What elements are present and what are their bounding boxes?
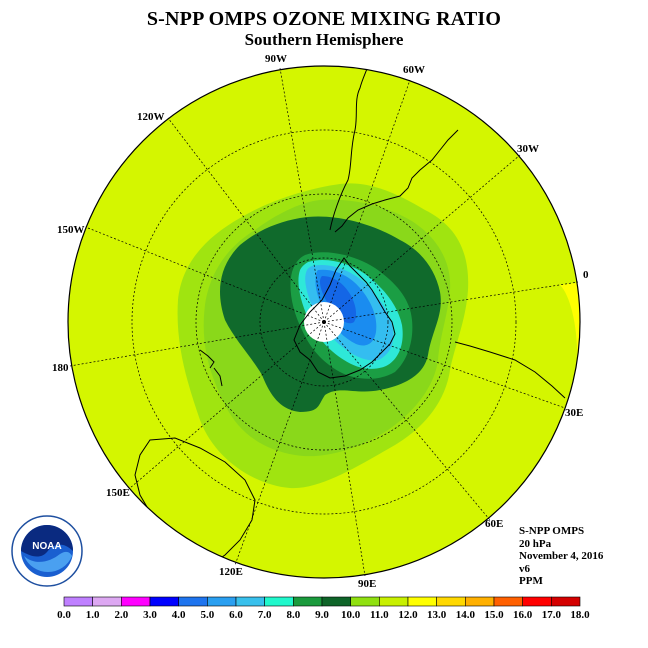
lon-label-180: 180: [52, 362, 69, 374]
info-level: 20 hPa: [519, 537, 552, 550]
info-instrument: S-NPP OMPS: [519, 525, 585, 537]
info-date: November 4, 2016: [519, 550, 604, 562]
lon-label-0: 0: [583, 269, 589, 281]
info-block: S-NPP OMPS 20 hPa November 4, 2016 v6 PP…: [519, 525, 603, 588]
lon-label-150e: 150E: [106, 487, 130, 499]
noaa-logo: NOAA: [11, 515, 83, 587]
info-version: v6: [519, 562, 530, 575]
lon-label-90w: 90W: [265, 53, 287, 65]
south-pole-marker: [322, 320, 326, 324]
lon-label-60e: 60E: [485, 518, 503, 530]
map-subtitle: Southern Hemisphere: [244, 30, 404, 49]
lon-label-150w: 150W: [57, 224, 85, 236]
lon-label-120e: 120E: [219, 566, 243, 578]
longitude-labels: 90W 60W 30W 0 30E 60E 90E 120E 150E 180 …: [52, 53, 589, 590]
graticule: [69, 67, 579, 577]
map-title: S-NPP OMPS OZONE MIXING RATIO: [146, 8, 502, 30]
lon-label-30e: 30E: [565, 407, 583, 419]
noaa-logo-text: NOAA: [32, 541, 61, 552]
lon-label-90e: 90E: [358, 578, 376, 590]
map-border: [67, 65, 581, 579]
info-units: PPM: [519, 575, 543, 587]
lon-label-120w: 120W: [137, 111, 165, 123]
map-field: [68, 66, 580, 578]
lon-label-30w: 30W: [517, 143, 539, 155]
lon-label-60w: 60W: [403, 64, 425, 76]
